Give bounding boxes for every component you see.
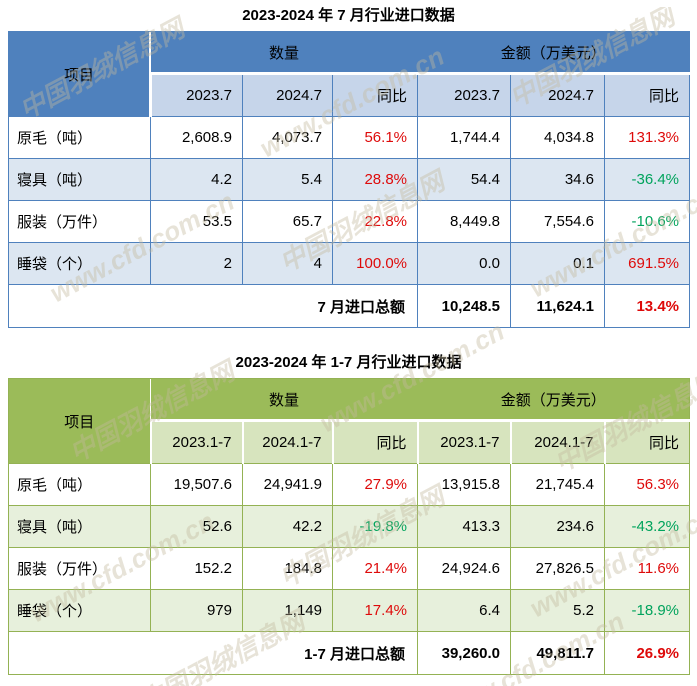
row-label: 原毛（吨） [8,463,151,506]
cell-amt-2024: 21,745.4 [510,463,606,506]
page: 2023-2024 年 7 月行业进口数据 项目 数量 金额（万美元） 2023… [0,7,697,686]
cell-qty-yoy: 27.9% [331,463,419,506]
table-row: 原毛（吨） 2,608.9 4,073.7 56.1% 1,744.4 4,03… [8,116,691,159]
table2-subheader-qty-2024: 2024.1-7 [241,419,333,464]
cell-qty-yoy: 21.4% [331,547,419,590]
cell-amt-2023: 6.4 [417,589,512,632]
cell-amt-yoy: -36.4% [604,158,691,201]
table-row: 寝具（吨） 4.2 5.4 28.8% 54.4 34.6 -36.4% [8,158,691,201]
cell-amt-2024: 27,826.5 [510,547,606,590]
cell-qty-2023: 2,608.9 [150,116,243,159]
table1-amount-group-header: 金额（万美元） [417,31,690,74]
table1-title: 2023-2024 年 7 月行业进口数据 [242,7,455,24]
table1-subheader-qty-yoy: 同比 [331,72,418,117]
cell-amt-2023: 0.0 [417,242,512,285]
cell-amt-yoy: 56.3% [604,463,691,506]
table-total-row: 7 月进口总额 10,248.5 11,624.1 13.4% [7,284,691,328]
cell-amt-2023: 413.3 [417,505,512,548]
total-amt-yoy: 26.9% [604,631,691,675]
cell-qty-2024: 5.4 [242,158,333,201]
table2-subheader-qty-yoy: 同比 [331,419,418,464]
table-row: 睡袋（个） 979 1,149 17.4% 6.4 5.2 -18.9% [8,589,691,632]
table-row: 原毛（吨） 19,507.6 24,941.9 27.9% 13,915.8 2… [8,463,691,506]
cell-qty-2023: 979 [150,589,243,632]
cell-amt-2023: 8,449.8 [417,200,512,243]
cell-amt-2024: 34.6 [510,158,606,201]
cell-qty-2023: 4.2 [150,158,243,201]
cell-qty-yoy: 28.8% [331,158,419,201]
table2-quantity-group-header: 数量 [150,378,418,421]
cell-amt-2023: 13,915.8 [417,463,512,506]
total-amt-2024: 11,624.1 [510,284,606,328]
row-label: 服装（万件） [8,200,151,243]
table2-title: 2023-2024 年 1-7 月行业进口数据 [235,354,462,371]
cell-amt-2024: 5.2 [510,589,606,632]
table-row: 服装（万件） 53.5 65.7 22.8% 8,449.8 7,554.6 -… [8,200,691,243]
cell-amt-2024: 4,034.8 [510,116,606,159]
cell-qty-2024: 1,149 [242,589,333,632]
cell-qty-2024: 65.7 [242,200,333,243]
table1-subheader-qty-2024: 2024.7 [242,72,333,117]
cell-amt-yoy: -43.2% [604,505,691,548]
table-row: 寝具（吨） 52.6 42.2 -19.8% 413.3 234.6 -43.2… [8,505,691,548]
total-label: 1-7 月进口总额 [7,631,419,675]
cell-qty-2024: 4,073.7 [242,116,333,159]
cell-qty-2024: 4 [242,242,333,285]
total-amt-2024: 49,811.7 [510,631,606,675]
table-row: 服装（万件） 152.2 184.8 21.4% 24,924.6 27,826… [8,547,691,590]
row-label: 寝具（吨） [8,158,151,201]
table2-item-header: 项目 [8,378,151,464]
table2-subheader-amt-yoy: 同比 [603,419,690,464]
row-label: 原毛（吨） [8,116,151,159]
cell-amt-2024: 234.6 [510,505,606,548]
cell-qty-yoy: 22.8% [331,200,419,243]
cell-qty-2023: 52.6 [150,505,243,548]
cell-qty-2024: 184.8 [242,547,333,590]
table2-subheader-amt-2023: 2023.1-7 [416,419,511,464]
cell-amt-2023: 1,744.4 [417,116,512,159]
total-amt-yoy: 13.4% [604,284,691,328]
table1-subheader-qty-2023: 2023.7 [149,72,243,117]
row-label: 寝具（吨） [8,505,151,548]
cell-amt-yoy: -10.6% [604,200,691,243]
table2-subheader-qty-2023: 2023.1-7 [149,419,243,464]
cell-qty-2023: 2 [150,242,243,285]
cell-amt-yoy: -18.9% [604,589,691,632]
cell-amt-yoy: 11.6% [604,547,691,590]
table-row: 睡袋（个） 2 4 100.0% 0.0 0.1 691.5% [8,242,691,285]
cell-amt-2024: 0.1 [510,242,606,285]
table2-subheader-amt-2024: 2024.1-7 [509,419,605,464]
total-amt-2023: 10,248.5 [417,284,512,328]
table1-subheader-amt-2023: 2023.7 [417,72,511,117]
cell-qty-2023: 53.5 [150,200,243,243]
cell-amt-yoy: 691.5% [604,242,691,285]
total-label: 7 月进口总额 [7,284,419,328]
row-label: 服装（万件） [8,547,151,590]
cell-qty-yoy: -19.8% [331,505,419,548]
table1-item-header: 项目 [8,31,151,117]
total-amt-2023: 39,260.0 [417,631,512,675]
table-total-row: 1-7 月进口总额 39,260.0 49,811.7 26.9% [7,631,691,675]
row-label: 睡袋（个） [8,242,151,285]
cell-amt-yoy: 131.3% [604,116,691,159]
cell-amt-2023: 54.4 [417,158,512,201]
cell-qty-yoy: 100.0% [331,242,419,285]
table1-quantity-group-header: 数量 [150,31,418,74]
july-import-table: 项目 数量 金额（万美元） 2023.7 2024.7 同比 2023.7 20… [7,31,691,328]
jan-july-import-table: 项目 数量 金额（万美元） 2023.1-7 2024.1-7 同比 2023.… [7,378,691,675]
cell-qty-2024: 42.2 [242,505,333,548]
cell-qty-yoy: 17.4% [331,589,419,632]
cell-amt-2024: 7,554.6 [510,200,606,243]
table1-subheader-amt-2024: 2024.7 [510,72,605,117]
cell-qty-yoy: 56.1% [331,116,419,159]
cell-qty-2024: 24,941.9 [242,463,333,506]
table1-subheader-amt-yoy: 同比 [604,72,690,117]
cell-qty-2023: 19,507.6 [150,463,243,506]
cell-amt-2023: 24,924.6 [417,547,512,590]
row-label: 睡袋（个） [8,589,151,632]
table2-amount-group-header: 金额（万美元） [417,378,690,421]
cell-qty-2023: 152.2 [150,547,243,590]
